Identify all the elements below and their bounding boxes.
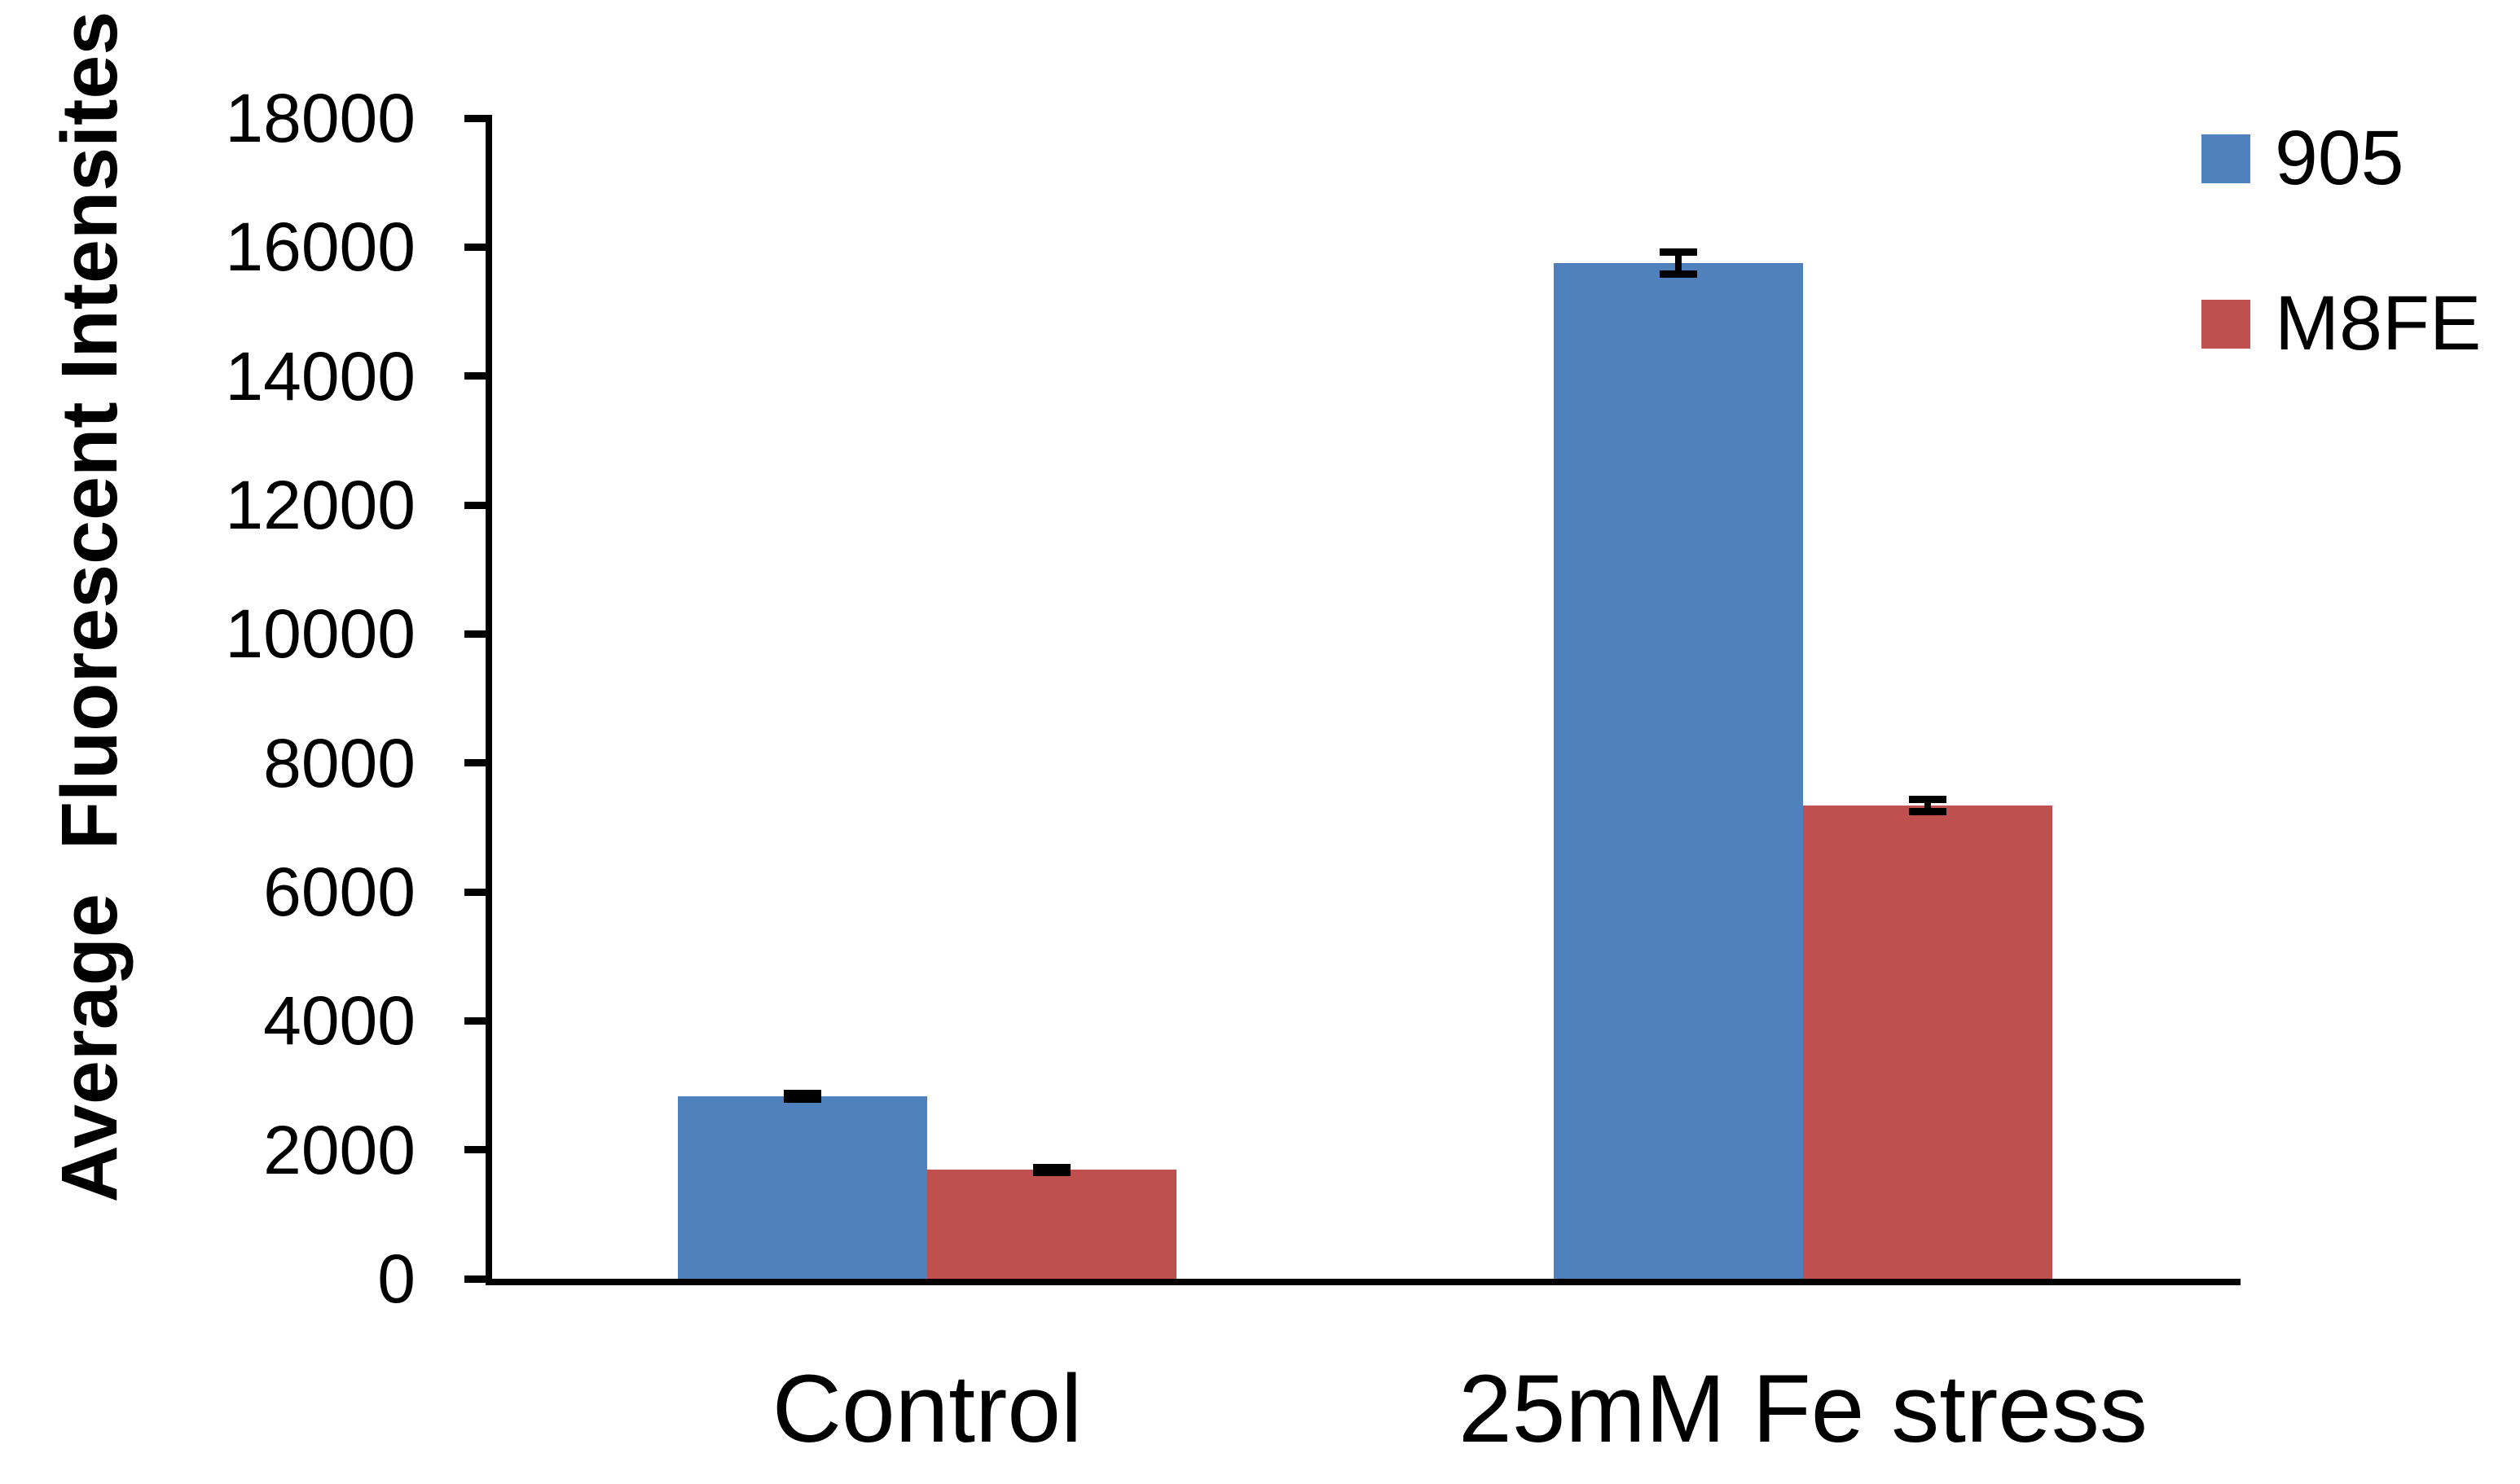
y-tick-mark <box>464 1275 492 1283</box>
legend-swatch-icon <box>2201 134 2250 183</box>
legend-label: 905 <box>2275 115 2404 201</box>
y-tick-mark <box>464 244 492 251</box>
error-bar <box>1924 799 1931 811</box>
legend-label: M8FE <box>2275 280 2482 367</box>
error-bar-cap <box>1909 808 1946 815</box>
x-category-label: 25mM Fe stress <box>1458 1355 2148 1463</box>
y-tick-mark <box>464 1017 492 1025</box>
x-axis-line <box>486 1279 2241 1285</box>
y-tick-mark <box>464 372 492 380</box>
y-tick-label: 12000 <box>225 467 416 543</box>
y-tick-label: 0 <box>377 1240 416 1317</box>
y-tick-mark <box>464 502 492 509</box>
bar-905-control <box>678 1096 927 1279</box>
error-bar-cap <box>1909 796 1946 803</box>
error-bar-cap <box>1660 248 1697 256</box>
legend-item-905: 905 <box>2201 114 2404 203</box>
y-tick-label: 8000 <box>263 725 416 801</box>
y-tick-mark <box>464 1146 492 1153</box>
y-tick-label: 4000 <box>263 982 416 1059</box>
bar-M8FE-control <box>927 1170 1176 1279</box>
y-tick-mark <box>464 759 492 766</box>
y-tick-label: 10000 <box>225 595 416 672</box>
legend-item-M8FE: M8FE <box>2201 279 2481 368</box>
error-bar <box>1675 252 1682 274</box>
y-axis-line <box>486 118 492 1285</box>
y-tick-label: 18000 <box>225 80 416 156</box>
bar-905-25mm-fe-stress <box>1554 263 1803 1279</box>
y-tick-label: 6000 <box>263 854 416 930</box>
bar-M8FE-25mm-fe-stress <box>1803 806 2052 1279</box>
y-tick-mark <box>464 889 492 896</box>
error-bar-cap <box>784 1095 821 1103</box>
error-bar-cap <box>784 1090 821 1097</box>
y-tick-label: 14000 <box>225 338 416 415</box>
error-bar-cap <box>1660 270 1697 278</box>
error-bar-cap <box>1033 1169 1071 1176</box>
legend-swatch-icon <box>2201 299 2250 349</box>
y-tick-label: 16000 <box>225 209 416 285</box>
y-tick-mark <box>464 115 492 122</box>
x-category-label: Control <box>772 1355 1083 1463</box>
y-tick-mark <box>464 630 492 638</box>
error-bar-cap <box>1033 1164 1071 1171</box>
y-tick-label: 2000 <box>263 1112 416 1188</box>
